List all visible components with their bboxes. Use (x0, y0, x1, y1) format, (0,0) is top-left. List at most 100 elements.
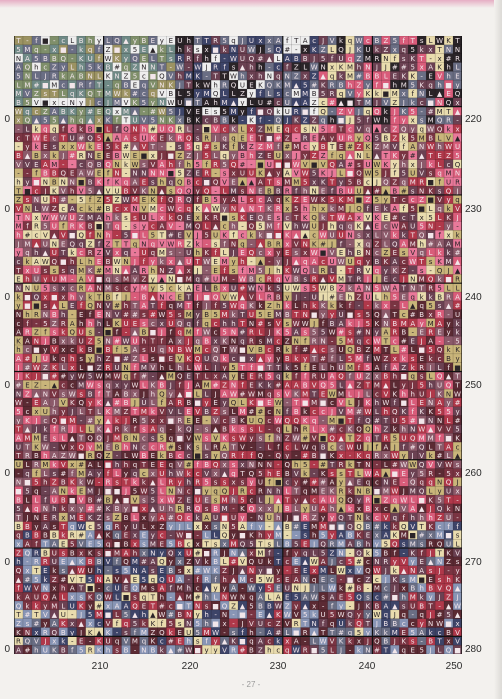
stitch-cell (453, 88, 462, 98)
stitch-symbol: ▲ (222, 470, 228, 478)
stitch-cell (211, 71, 221, 81)
stitch-symbol: c (321, 99, 325, 107)
stitch-symbol: c (232, 355, 236, 363)
stitch-symbol: M (168, 373, 174, 381)
stitch-symbol: T (221, 73, 227, 81)
stitch-symbol: L (330, 267, 334, 275)
stitch-symbol: # (150, 311, 156, 319)
stitch-symbol: M (78, 267, 84, 275)
stitch-symbol: N (231, 337, 236, 345)
stitch-symbol: J (330, 408, 333, 416)
stitch-symbol: V (213, 417, 218, 425)
stitch-symbol: Z (312, 117, 317, 125)
stitch-cell (381, 53, 391, 63)
stitch-symbol: c (124, 284, 128, 292)
stitch-symbol: ■ (266, 134, 273, 142)
stitch-symbol: R (446, 293, 451, 301)
stitch-symbol: B (267, 187, 272, 195)
stitch-symbol: # (410, 443, 416, 451)
stitch-symbol: R (285, 187, 290, 195)
stitch-symbol: 5 (375, 134, 379, 142)
stitch-symbol: A (231, 196, 236, 204)
stitch-symbol: T (15, 214, 21, 222)
stitch-symbol: # (410, 152, 416, 160)
stitch-symbol: B (330, 284, 335, 292)
stitch-symbol: A (52, 452, 57, 460)
stitch-symbol: W (194, 435, 201, 443)
stitch-symbol: K (366, 90, 371, 98)
stitch-symbol: x (214, 470, 218, 478)
stitch-symbol: T (114, 240, 120, 248)
stitch-symbol: N (105, 337, 110, 345)
stitch-symbol: B (88, 179, 93, 187)
stitch-symbol: W (302, 170, 309, 178)
stitch-symbol: # (78, 134, 84, 142)
stitch-symbol: q (70, 90, 74, 98)
stitch-symbol: M (69, 417, 75, 425)
stitch-cell (363, 88, 373, 98)
stitch-symbol: T (132, 302, 138, 310)
stitch-symbol: Q (96, 435, 102, 443)
stitch-symbol: K (70, 399, 75, 407)
stitch-cell (229, 71, 239, 81)
stitch-symbol: q (43, 126, 47, 134)
stitch-symbol: R (177, 126, 182, 134)
stitch-symbol: T (454, 37, 460, 45)
stitch-symbol: M (105, 90, 111, 98)
stitch-symbol: # (168, 443, 174, 451)
stitch-symbol: c (151, 320, 155, 328)
stitch-symbol: A (401, 240, 406, 248)
stitch-symbol: N (249, 320, 254, 328)
stitch-symbol: c (339, 443, 343, 451)
stitch-symbol: B (276, 293, 281, 301)
stitch-symbol: 5 (43, 284, 47, 292)
stitch-symbol: A (312, 258, 317, 266)
stitch-symbol: N (70, 179, 75, 187)
stitch-symbol: E (321, 390, 325, 398)
stitch-symbol: U (330, 258, 335, 266)
stitch-symbol: B (294, 276, 299, 284)
stitch-symbol: J (321, 223, 324, 231)
stitch-symbol: Q (356, 170, 362, 178)
stitch-symbol: Q (213, 461, 219, 469)
stitch-cell (76, 44, 86, 54)
stitch-symbol: K (240, 417, 245, 425)
stitch-symbol: Z (249, 143, 254, 151)
stitch-cell (148, 88, 158, 98)
stitch-cell (381, 71, 391, 81)
stitch-symbol: B (204, 408, 209, 416)
stitch-symbol: h (294, 223, 298, 231)
stitch-symbol: y (133, 276, 137, 284)
stitch-symbol: y (357, 90, 361, 98)
stitch-symbol: s (348, 329, 352, 337)
stitch-symbol: E (70, 302, 74, 310)
stitch-symbol: - (205, 73, 208, 81)
stitch-symbol: ■ (150, 73, 157, 81)
stitch-symbol: R (79, 152, 84, 160)
stitch-symbol: c (142, 73, 146, 81)
stitch-cell (202, 36, 212, 46)
stitch-symbol: Z (124, 408, 129, 416)
stitch-cell (166, 53, 176, 63)
stitch-symbol: c (321, 258, 325, 266)
stitch-symbol: q (151, 240, 155, 248)
stitch-symbol: h (34, 64, 38, 72)
stitch-symbol: U (338, 311, 343, 319)
stitch-cell (58, 88, 68, 98)
stitch-symbol: c (142, 435, 146, 443)
stitch-symbol: M (446, 170, 452, 178)
stitch-symbol: q (151, 249, 155, 257)
stitch-symbol: M (257, 390, 263, 398)
stitch-symbol: U (401, 435, 406, 443)
stitch-symbol: V (186, 108, 191, 116)
stitch-symbol: E (195, 108, 199, 116)
stitch-symbol: E (249, 373, 253, 381)
stitch-symbol: L (151, 399, 155, 407)
stitch-symbol: K (267, 205, 272, 213)
stitch-symbol: y (25, 179, 29, 187)
stitch-symbol: E (169, 37, 173, 45)
stitch-symbol: Q (258, 214, 264, 222)
stitch-symbol: s (52, 267, 56, 275)
stitch-symbol: W (123, 196, 130, 204)
stitch-cell (85, 80, 95, 90)
